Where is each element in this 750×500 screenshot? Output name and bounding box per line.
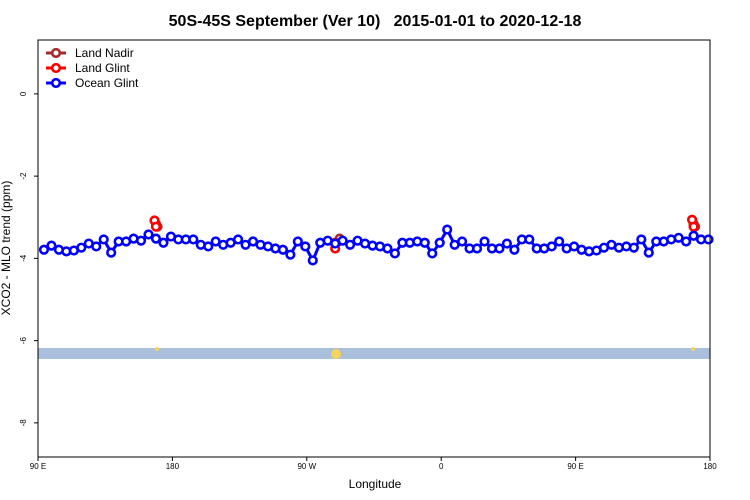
x-tick-label: 180 — [703, 462, 717, 471]
x-tick-label: 180 — [166, 462, 180, 471]
point — [681, 236, 692, 247]
point — [382, 243, 393, 254]
legend-label: Land Nadir — [75, 46, 134, 60]
legend-marker — [50, 62, 62, 74]
point — [494, 243, 505, 254]
point — [628, 242, 639, 253]
point — [471, 243, 483, 254]
point — [38, 244, 50, 255]
point — [546, 241, 557, 252]
y-tick-label: -6 — [19, 337, 28, 345]
point — [91, 241, 102, 252]
point — [434, 237, 445, 248]
point — [285, 249, 296, 260]
point — [277, 244, 289, 255]
x-axis-label: Longitude — [349, 477, 402, 491]
point — [501, 238, 513, 249]
point — [46, 240, 57, 251]
point — [203, 241, 214, 252]
point — [524, 234, 535, 245]
land-blob — [691, 347, 695, 351]
point — [703, 234, 714, 245]
x-tick-label: 90 W — [297, 462, 316, 471]
legend-label: Land Glint — [75, 61, 130, 75]
land-blob — [155, 347, 159, 351]
point — [106, 247, 117, 258]
point — [143, 229, 154, 240]
plot-area: 90 E 180 90 W 0 90 E 180 0 -2 -4 -6 -8 Land NadirLa… — [19, 46, 717, 471]
y-tick-label: -8 — [19, 419, 28, 427]
point — [636, 234, 647, 245]
point — [554, 236, 565, 247]
x-tick-label: 0 — [439, 462, 444, 471]
point — [307, 255, 318, 266]
point — [188, 234, 199, 245]
point — [98, 234, 109, 245]
point — [389, 248, 401, 259]
point — [419, 237, 430, 248]
point — [442, 224, 453, 235]
point — [427, 248, 438, 259]
legend-marker — [50, 47, 62, 59]
legend-label: Ocean Glint — [75, 76, 139, 90]
point — [688, 230, 699, 241]
land-blob — [331, 349, 341, 359]
point — [292, 236, 303, 247]
legend-marker — [50, 77, 62, 89]
y-axis-label: XCO2 - MLO trend (ppm) — [0, 181, 13, 316]
point — [643, 247, 654, 258]
point — [509, 244, 520, 255]
surface-strip — [38, 348, 710, 359]
y-tick-label: 0 — [19, 91, 28, 96]
point — [300, 241, 311, 252]
point — [158, 237, 169, 248]
point — [673, 232, 684, 243]
point — [150, 221, 162, 232]
point — [76, 242, 87, 253]
plot-frame — [37, 39, 711, 458]
point — [233, 234, 244, 245]
point — [150, 233, 162, 244]
point — [457, 236, 468, 247]
point — [135, 235, 147, 246]
point — [688, 221, 699, 232]
x-tick-label: 90 E — [567, 462, 583, 471]
chart-title: 50S-45S September (Ver 10) 2015-01-01 to… — [169, 13, 582, 30]
x-tick-label: 90 E — [30, 462, 46, 471]
y-tick-label: -4 — [19, 254, 28, 262]
point — [479, 236, 490, 247]
point — [345, 239, 356, 250]
point — [337, 235, 348, 246]
y-tick-label: -2 — [19, 172, 28, 180]
